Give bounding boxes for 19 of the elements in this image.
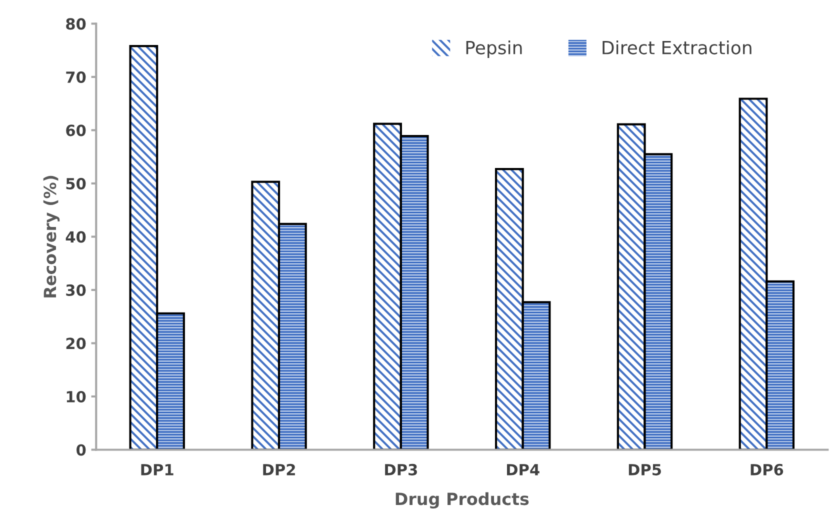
x-tick-label: DP5 (628, 464, 661, 476)
x-tick-label: DP6 (750, 464, 784, 476)
x-tick-label: DP4 (506, 464, 540, 476)
legend-label: Direct Extraction (602, 40, 752, 54)
y-tick-label: 40 (66, 231, 86, 243)
y-tick-label: 20 (66, 338, 86, 350)
legend-label: Pepsin (466, 40, 522, 58)
y-axis-title: Recovery (%) (43, 176, 60, 298)
y-tick-label: 0 (76, 444, 86, 456)
y-tick-label: 70 (66, 71, 86, 83)
y-tick-label: 10 (66, 390, 86, 402)
y-tick-label: 30 (66, 284, 86, 296)
x-tick-label: DP3 (385, 464, 417, 476)
x-tick-label: DP2 (263, 464, 295, 476)
y-tick-label: 60 (66, 124, 86, 136)
x-axis-title: Drug Products (396, 492, 529, 509)
y-tick-label: 80 (66, 18, 86, 30)
y-tick-label: 50 (66, 178, 86, 190)
x-tick-label: DP1 (141, 464, 174, 476)
